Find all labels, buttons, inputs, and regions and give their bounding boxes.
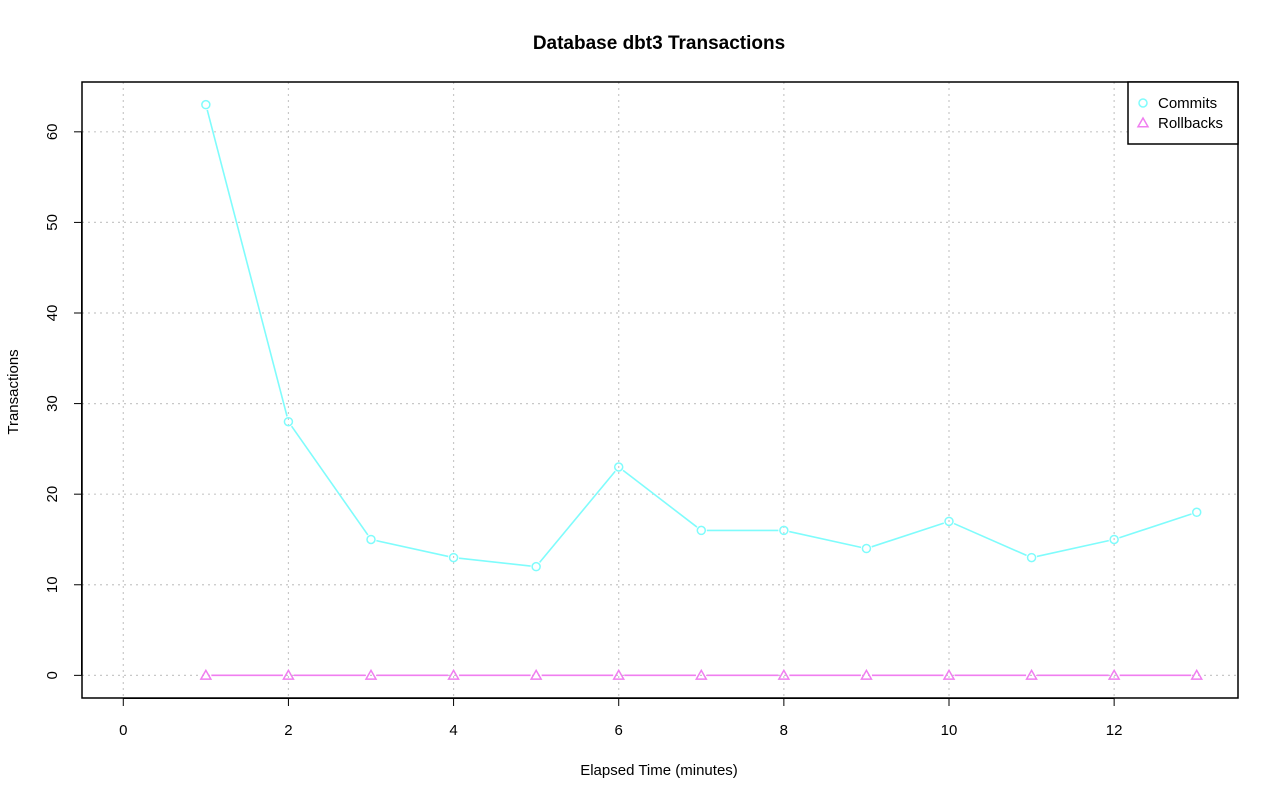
chart-title: Database dbt3 Transactions xyxy=(533,33,785,54)
rollbacks-point xyxy=(612,668,626,680)
x-tick-label: 10 xyxy=(941,722,958,739)
plot-frame xyxy=(81,81,1239,699)
y-tick-label: 40 xyxy=(44,305,61,322)
rollbacks-point xyxy=(777,668,791,680)
y-tick-label: 30 xyxy=(44,395,61,412)
rollbacks-point xyxy=(860,668,873,680)
commits-line-segment xyxy=(290,425,369,536)
commits-point xyxy=(366,534,376,545)
x-tick-label: 2 xyxy=(284,722,292,739)
commits-line-segment xyxy=(622,469,698,528)
x-tick-label: 0 xyxy=(119,722,127,739)
y-axis-label: Transactions xyxy=(5,349,22,434)
y-tick-label: 60 xyxy=(44,123,61,140)
grid xyxy=(82,82,1238,698)
series-layer xyxy=(199,99,1204,680)
rollbacks-point xyxy=(364,668,378,680)
x-tick-label: 8 xyxy=(780,722,788,739)
commits-point xyxy=(613,462,624,472)
x-tick-label: 12 xyxy=(1106,722,1123,739)
y-tick-label: 10 xyxy=(44,576,61,593)
commits-line-segment xyxy=(458,557,531,567)
commits-line-segment xyxy=(1119,513,1192,539)
series-rollbacks xyxy=(199,668,1204,680)
commits-point xyxy=(531,561,541,572)
commits-point xyxy=(283,416,294,427)
rollbacks-point xyxy=(1107,668,1121,680)
y-tick-label: 0 xyxy=(44,671,61,679)
y-tick-label: 50 xyxy=(44,214,61,231)
rollbacks-point xyxy=(447,668,460,680)
legend-box xyxy=(1127,81,1239,145)
series-commits xyxy=(201,99,1202,572)
legend-label-commits: Commits xyxy=(1158,95,1217,112)
commits-line-segment xyxy=(1036,539,1109,558)
commits-point xyxy=(779,525,789,536)
commits-point xyxy=(201,99,211,110)
rollbacks-point xyxy=(199,668,213,680)
commits-line-segment xyxy=(376,539,449,558)
rollbacks-point xyxy=(1190,668,1204,680)
commits-point xyxy=(696,525,707,536)
commits-line-segment xyxy=(206,109,288,417)
commits-line-segment xyxy=(871,522,945,548)
rollbacks-point xyxy=(942,668,956,680)
commits-point xyxy=(861,543,872,554)
rollbacks-point xyxy=(1025,668,1038,680)
x-axis-label: Elapsed Time (minutes) xyxy=(580,762,738,779)
commits-line-segment xyxy=(953,522,1027,557)
commits-point xyxy=(448,552,459,563)
rollbacks-point xyxy=(282,668,295,680)
commits-line-segment xyxy=(539,470,616,563)
x-tick-label: 4 xyxy=(449,722,457,739)
y-tick-label: 20 xyxy=(44,486,61,503)
commits-point xyxy=(944,516,954,527)
commits-point xyxy=(1026,552,1037,563)
rollbacks-point xyxy=(529,668,543,680)
commits-point xyxy=(1191,507,1202,518)
rollbacks-point xyxy=(694,668,708,680)
legend-marker-rollbacks xyxy=(1136,116,1150,128)
x-axis: 0 2 4 6 8 10 12 xyxy=(119,698,1122,739)
y-axis: 0 10 20 30 40 50 60 xyxy=(44,123,82,680)
legend-marker-commits xyxy=(1138,98,1148,108)
legend: Commits Rollbacks xyxy=(1127,81,1239,145)
commits-line-segment xyxy=(789,530,862,549)
commits-point xyxy=(1109,534,1119,545)
legend-label-rollbacks: Rollbacks xyxy=(1158,115,1223,132)
x-tick-label: 6 xyxy=(615,722,623,739)
